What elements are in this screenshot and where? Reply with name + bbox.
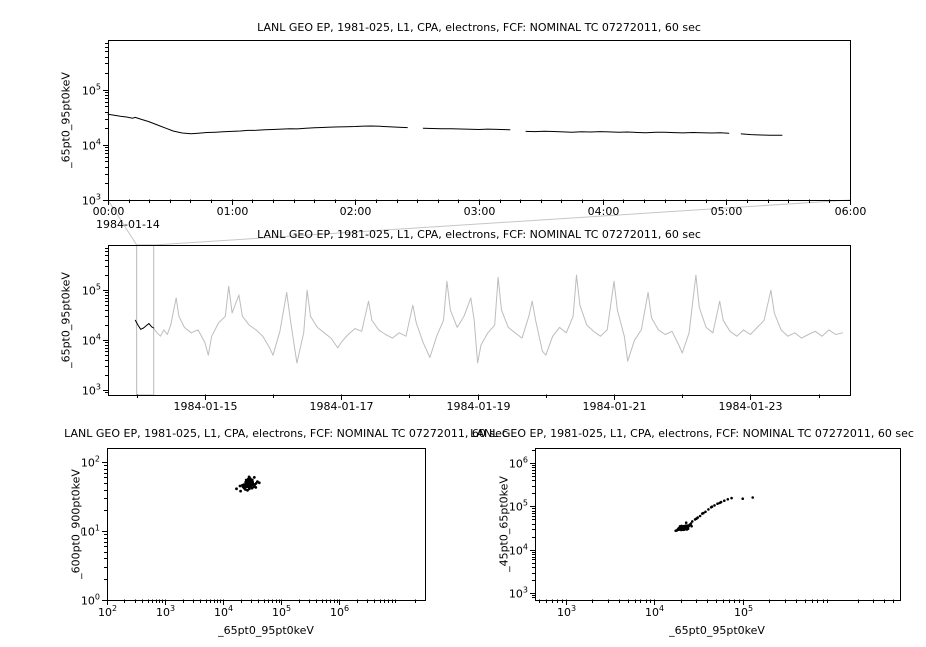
series-flux-65-95keV — [525, 130, 730, 134]
svg-text:103: 103 — [557, 604, 576, 619]
panel4-xlabel: _65pt0_95pt0keV — [669, 624, 765, 637]
svg-text:06:00: 06:00 — [835, 205, 867, 218]
svg-text:103: 103 — [82, 193, 101, 208]
panel2-title: LANL GEO EP, 1981-025, L1, CPA, electron… — [257, 228, 701, 241]
svg-text:103: 103 — [156, 604, 175, 619]
axes-frame — [108, 245, 851, 396]
scatter-points — [235, 475, 261, 493]
svg-text:1984-01-21: 1984-01-21 — [583, 400, 647, 413]
panel1-ylabel: _65pt0_95pt0keV — [59, 72, 73, 168]
series-flux-65-95keV-context — [153, 274, 843, 364]
axes-frame — [535, 448, 901, 601]
tick-labels: 103 104 105 00:00 01:00 02:00 03:00 04:00 05:00 0… — [82, 83, 866, 219]
axis-ticks — [103, 43, 851, 205]
series-flux-65-95keV — [740, 133, 783, 136]
panel4-title: LANL GEO EP, 1981-025, L1, CPA, electron… — [470, 427, 914, 440]
svg-text:104: 104 — [214, 604, 233, 619]
svg-text:02:00: 02:00 — [340, 205, 372, 218]
axis-ticks — [103, 248, 820, 400]
series-flux-65-95keV — [422, 127, 511, 131]
scatter-45-65-vs-65-95-plot: 103 104 105 106 103 104 105 — [509, 448, 901, 620]
panel1-title: LANL GEO EP, 1981-025, L1, CPA, electron… — [257, 21, 701, 34]
timeseries-zoom-plot: 103 104 105 00:00 01:00 02:00 03:00 04:00 05:00 0… — [82, 40, 866, 219]
axis-ticks — [530, 450, 894, 605]
svg-text:103: 103 — [509, 586, 528, 601]
series-flux-65-95keV — [107, 113, 408, 135]
svg-text:100: 100 — [81, 593, 100, 608]
panel3-title: LANL GEO EP, 1981-025, L1, CPA, electron… — [64, 427, 508, 440]
tick-labels: 100 101 102 102 103 104 105 106 — [81, 455, 349, 620]
svg-text:104: 104 — [82, 333, 101, 348]
tick-labels: 103 104 105 1984-01-15 1984-01-17 1984-01-19 1… — [82, 283, 783, 414]
svg-text:105: 105 — [734, 604, 753, 619]
zoom-selection-region[interactable] — [136, 244, 155, 396]
svg-text:01:00: 01:00 — [217, 205, 249, 218]
svg-text:105: 105 — [272, 604, 291, 619]
svg-text:104: 104 — [509, 543, 528, 558]
svg-text:101: 101 — [81, 524, 100, 539]
tick-labels: 103 104 105 106 103 104 105 — [509, 456, 753, 620]
panel4-ylabel: _45pt0_65pt0keV — [497, 476, 511, 572]
svg-text:102: 102 — [81, 455, 100, 470]
panel1-date-label: 1984-01-14 — [96, 218, 160, 231]
series-flux-65-95keV-selected — [134, 319, 155, 330]
series-layer — [107, 113, 783, 136]
timeseries-context-plot: 103 104 105 1984-01-15 1984-01-17 1984-01-19 1… — [82, 245, 851, 414]
svg-text:1984-01-17: 1984-01-17 — [310, 400, 374, 413]
svg-text:1984-01-15: 1984-01-15 — [174, 400, 238, 413]
scatter-points — [674, 496, 754, 532]
svg-text:104: 104 — [645, 604, 664, 619]
panel3-xlabel: _65pt0_95pt0keV — [218, 624, 314, 637]
svg-text:05:00: 05:00 — [711, 205, 743, 218]
axes-frame — [107, 448, 426, 601]
svg-text:1984-01-19: 1984-01-19 — [447, 400, 511, 413]
svg-text:106: 106 — [509, 456, 528, 471]
svg-text:102: 102 — [98, 604, 117, 619]
panel3-ylabel: _600pt0_900pt0keV — [69, 469, 83, 579]
scatter-600-900-vs-65-95-plot: 100 101 102 102 103 104 105 106 — [81, 448, 426, 620]
axes-frame — [108, 40, 851, 201]
svg-text:03:00: 03:00 — [464, 205, 496, 218]
series-layer — [134, 274, 843, 364]
svg-text:105: 105 — [82, 283, 101, 298]
panel2-ylabel: _65pt0_95pt0keV — [59, 272, 73, 368]
svg-text:105: 105 — [509, 499, 528, 514]
axis-ticks — [102, 462, 416, 605]
svg-text:1984-01-23: 1984-01-23 — [719, 400, 783, 413]
svg-text:00:00: 00:00 — [93, 205, 125, 218]
svg-text:105: 105 — [82, 83, 101, 98]
svg-text:04:00: 04:00 — [588, 205, 620, 218]
svg-text:104: 104 — [82, 138, 101, 153]
svg-text:106: 106 — [330, 604, 349, 619]
svg-text:103: 103 — [82, 383, 101, 398]
